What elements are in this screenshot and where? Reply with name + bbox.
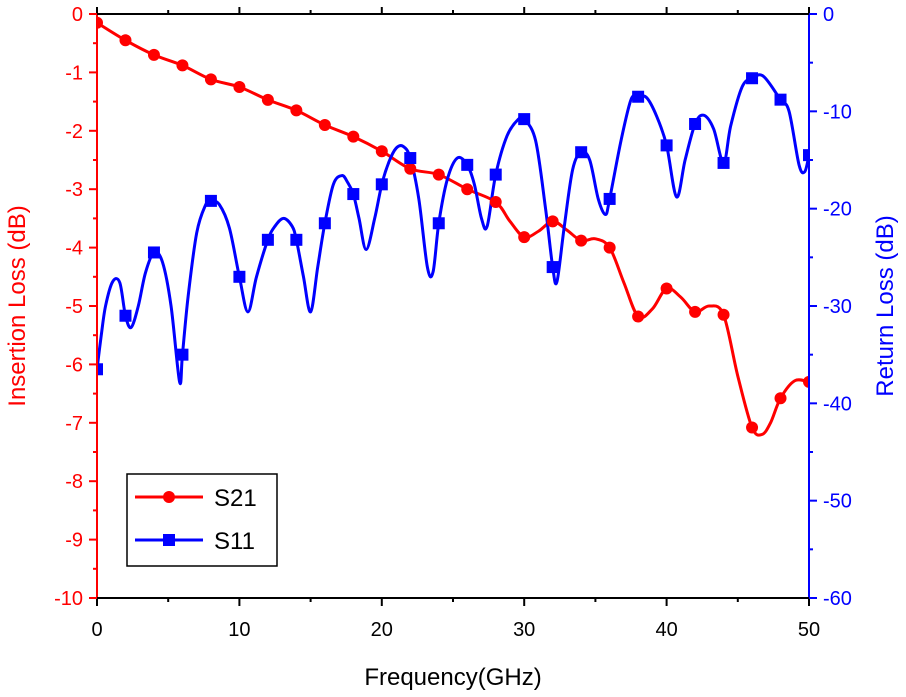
data-point-s21	[575, 234, 588, 247]
legend-frame	[126, 473, 278, 567]
y-left-tick-label: -3	[65, 179, 83, 201]
y-left-tick-label: -4	[65, 238, 83, 260]
data-point-s11	[518, 113, 531, 126]
data-point-s21	[290, 104, 303, 117]
data-point-s21	[119, 34, 132, 47]
data-point-s11	[575, 146, 588, 159]
series-markers	[97, 16, 809, 434]
data-point-s21	[176, 59, 189, 72]
data-point-s11	[204, 194, 217, 207]
data-point-s21	[97, 16, 103, 29]
y-right-tick-label: -30	[823, 296, 852, 318]
y-left-tick-label: -8	[65, 471, 83, 493]
y-left-tick-label: -6	[65, 354, 83, 376]
data-point-s11	[660, 139, 673, 152]
data-point-s11	[803, 149, 809, 162]
y-right-axis-title: Return Loss (dB)	[872, 215, 899, 396]
y-left-tick-label: -10	[54, 588, 83, 610]
x-tick-label: 30	[513, 619, 535, 641]
y-right-tick-label: -20	[823, 199, 852, 221]
y-right-tick-label: -40	[823, 393, 852, 415]
legend-s11-label: S11	[214, 528, 255, 555]
legend-s11-marker	[163, 534, 175, 546]
data-point-s21	[660, 282, 673, 295]
data-point-s11	[176, 348, 189, 361]
x-tick-label: 50	[798, 619, 820, 641]
data-point-s11	[318, 217, 331, 230]
x-axis-title: Frequency(GHz)	[364, 664, 541, 691]
data-point-s11	[546, 261, 559, 274]
data-point-s11	[461, 158, 474, 171]
series-curves	[97, 21, 809, 437]
y-left-axis-title: Insertion Loss (dB)	[4, 205, 31, 406]
y-left-tick-label: -9	[65, 530, 83, 552]
y-left-tick-label: -1	[65, 62, 83, 84]
data-point-s11	[632, 90, 645, 103]
data-point-s11	[432, 217, 445, 230]
data-point-s11	[233, 270, 246, 283]
data-point-s21	[632, 310, 645, 323]
data-point-s21	[689, 305, 702, 318]
legend-s21-label: S21	[214, 485, 257, 512]
data-point-s11	[603, 192, 616, 205]
data-point-s21	[147, 48, 160, 61]
data-point-s21	[717, 308, 730, 321]
data-point-s11	[689, 117, 702, 130]
y-left-tick-label: 0	[72, 4, 83, 26]
x-tick-label: 10	[228, 619, 250, 641]
data-point-s21	[318, 118, 331, 131]
data-point-s21	[404, 162, 417, 175]
data-point-s11	[717, 156, 730, 169]
series-line-s21	[97, 21, 809, 437]
data-point-s11	[774, 93, 787, 106]
y-right-tick-label: -50	[823, 491, 852, 513]
data-point-s21	[518, 231, 531, 244]
data-point-s11	[261, 233, 274, 246]
data-point-s21	[432, 168, 445, 181]
data-point-s11	[97, 363, 103, 376]
data-point-s21	[603, 241, 616, 254]
y-right-tick-label: -60	[823, 588, 852, 610]
y-left-tick-label: -5	[65, 296, 83, 318]
data-point-s11	[147, 246, 160, 259]
y-right-tick-label: -10	[823, 101, 852, 123]
data-point-s21	[233, 81, 246, 93]
data-point-s11	[489, 168, 502, 181]
data-point-s21	[489, 196, 502, 209]
data-point-s11	[375, 178, 388, 191]
data-point-s21	[774, 392, 787, 405]
data-point-s11	[404, 152, 417, 165]
data-point-s21	[746, 421, 759, 434]
data-point-s21	[461, 183, 474, 196]
data-point-s11	[347, 188, 360, 201]
tick-labels: 0 10 20 30 40 50 0 -1 -2 -3 -4 -5 -6 -7 -8 -9 -10 0 -10 -20…	[54, 4, 852, 641]
data-point-s11	[290, 233, 303, 246]
y-left-tick-label: -2	[65, 121, 83, 143]
x-tick-label: 0	[91, 619, 102, 641]
y-left-tick-label: -7	[65, 413, 83, 435]
data-point-s21	[204, 73, 217, 86]
data-point-s11	[746, 72, 759, 85]
data-point-s21	[347, 130, 360, 143]
legend: S21 S11	[126, 473, 278, 567]
x-tick-label: 40	[655, 619, 677, 641]
series-line-s11	[97, 73, 809, 386]
x-tick-label: 20	[371, 619, 393, 641]
data-point-s21	[375, 145, 388, 158]
data-point-s21	[546, 215, 559, 228]
tick-marks	[89, 7, 817, 606]
data-point-s21	[261, 93, 274, 106]
data-point-s11	[119, 309, 132, 322]
y-right-tick-label: 0	[823, 4, 834, 26]
data-point-s21	[803, 375, 809, 388]
legend-s21-marker	[163, 491, 175, 503]
